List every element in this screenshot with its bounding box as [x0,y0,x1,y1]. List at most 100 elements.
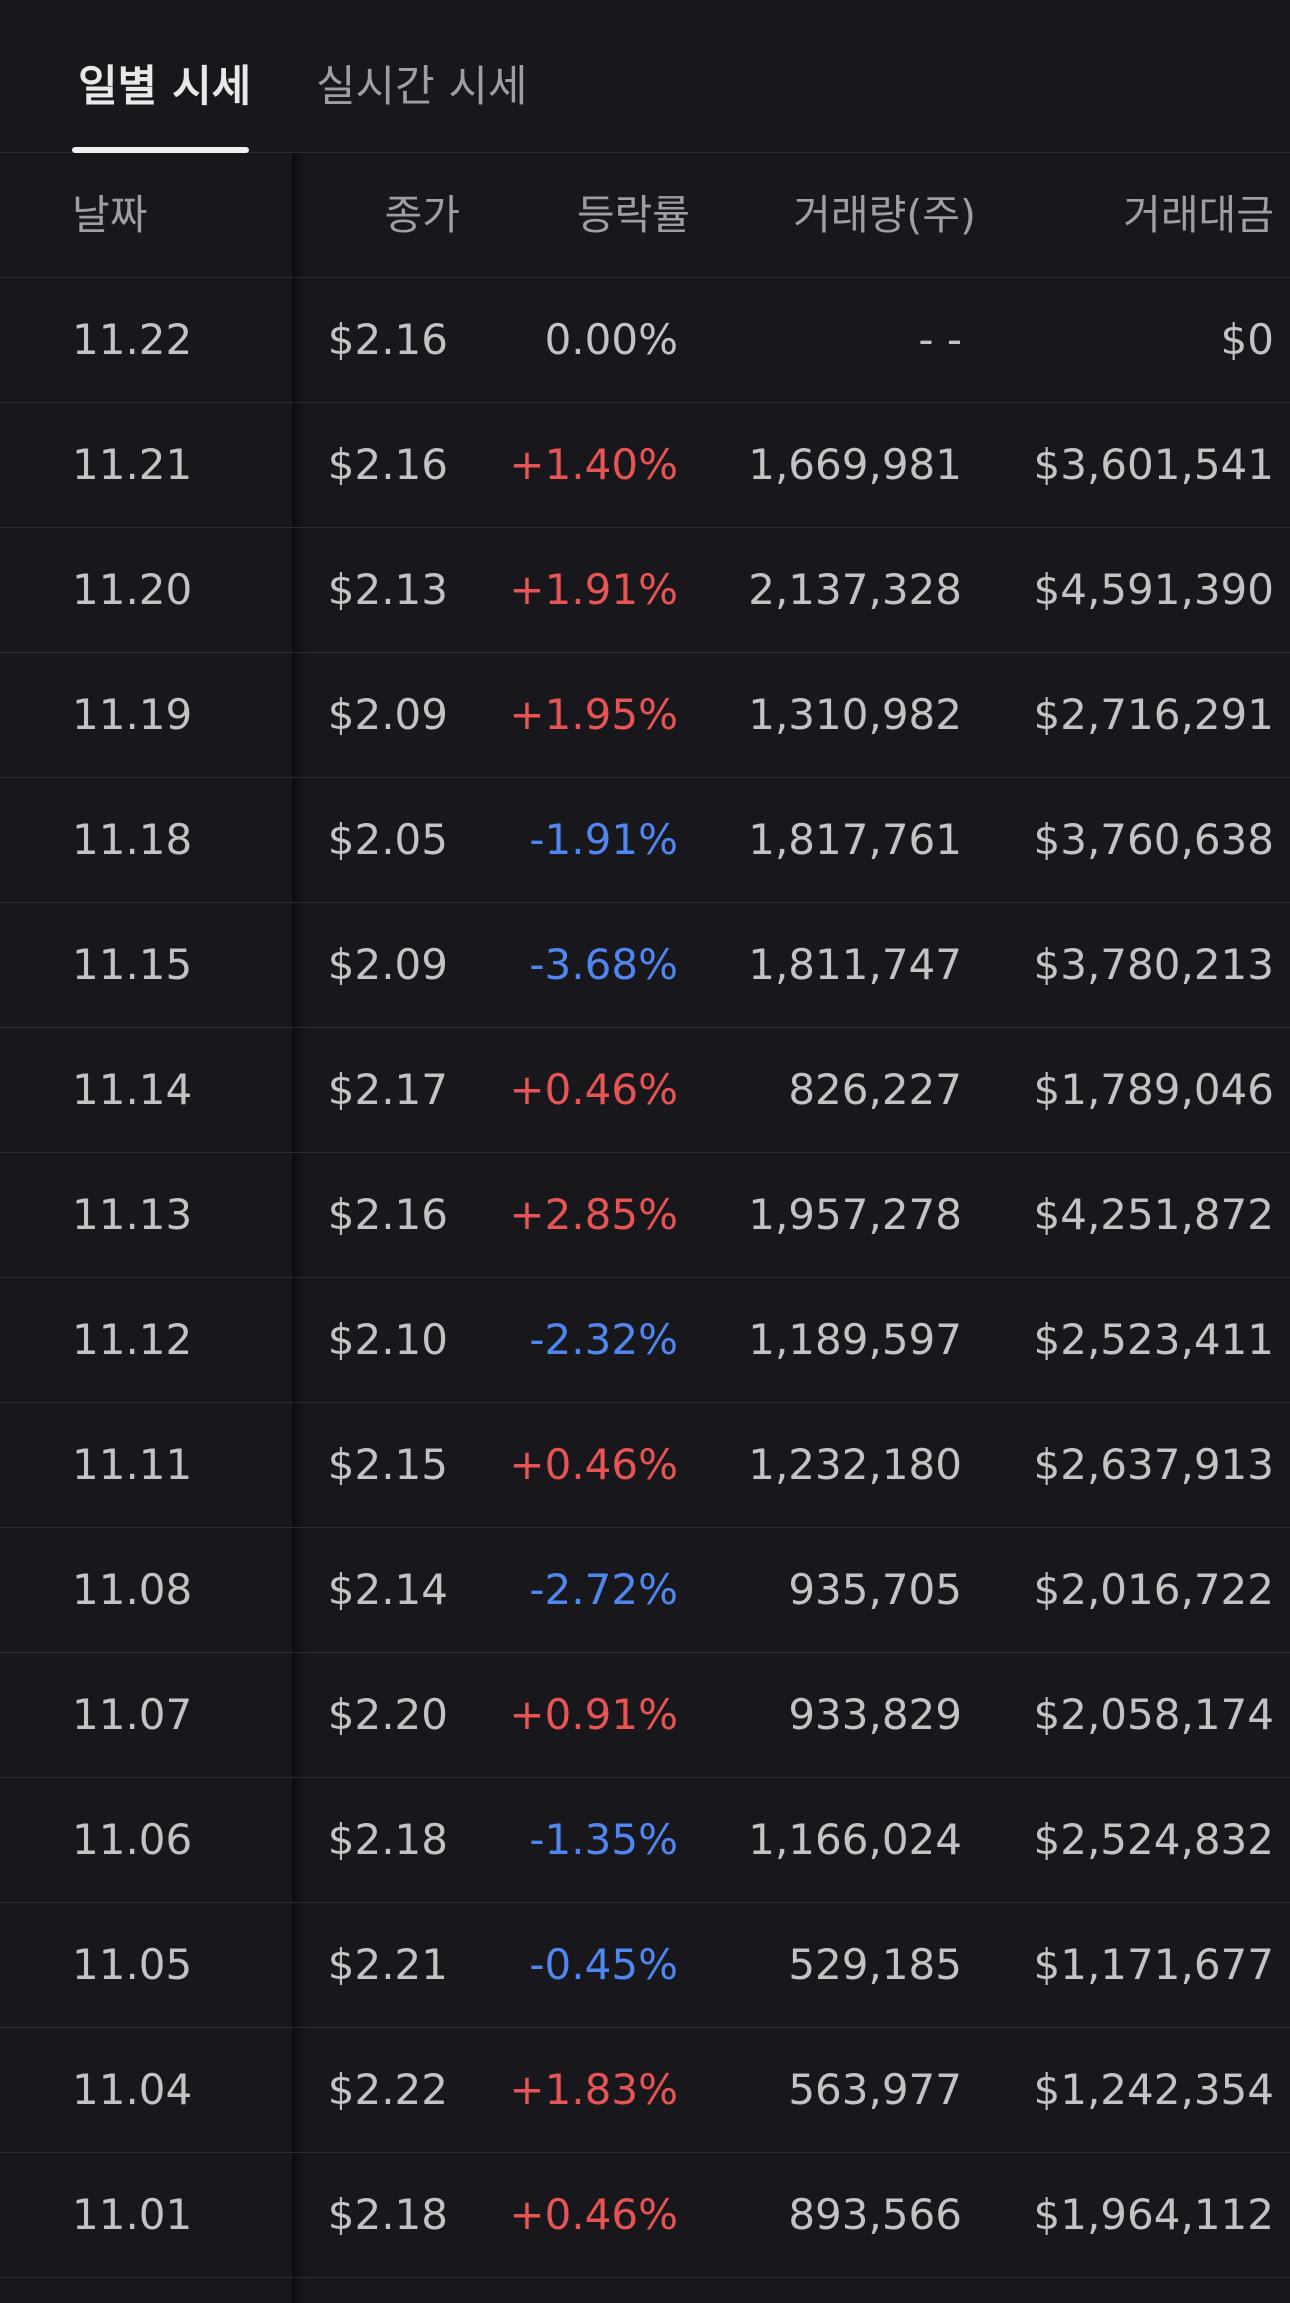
row-close-price: $2.10 [327,1315,448,1364]
row-volume: 1,957,278 [748,1190,962,1239]
row-volume: - - [918,315,962,364]
row-close-price: $2.17 [327,1065,448,1114]
row-volume: 563,977 [788,2065,962,2114]
row-volume: 2,137,328 [748,565,962,614]
row-date: 11.08 [72,1565,193,1614]
row-date: 11.05 [72,1940,193,1989]
row-change-rate: -1.91% [529,815,678,864]
row-volume: 1,669,981 [748,440,962,489]
row-change-rate: +2.85% [509,1190,678,1239]
row-close-price: $2.13 [327,565,448,614]
row-trade-value: $3,601,541 [1033,440,1274,489]
table-row[interactable]: 11.12 $2.10 -2.32% 1,189,597 $2,523,411 [0,1278,1290,1403]
row-close-price: $2.16 [327,1190,448,1239]
row-trade-value: $2,058,174 [1033,1690,1274,1739]
row-close-price: $2.15 [327,1440,448,1489]
row-volume: 1,232,180 [748,1440,962,1489]
daily-price-table: 날짜 종가 등락률 거래량(주) 거래대금 11.22 $2.16 0.00% - -… [0,153,1290,2303]
row-date: 11.22 [72,315,193,364]
tab-realtime-prices[interactable]: 실시간 시세 [316,62,528,112]
row-volume: 893,566 [788,2190,962,2239]
row-volume: 529,185 [788,1940,962,1989]
row-change-rate: -0.45% [529,1940,678,1989]
row-volume: 1,310,982 [748,690,962,739]
header-close: 종가 [384,191,460,239]
row-trade-value: $0 [1220,315,1274,364]
row-date: 11.18 [72,815,193,864]
row-trade-value: $2,637,913 [1033,1440,1274,1489]
row-trade-value: $1,964,112 [1033,2190,1274,2239]
header-change: 등락률 [576,191,690,239]
table-row[interactable]: 11.01 $2.18 +0.46% 893,566 $1,964,112 [0,2153,1290,2278]
row-change-rate: 0.00% [544,315,678,364]
row-change-rate: +0.46% [509,2190,678,2239]
row-change-rate: -2.32% [529,1315,678,1364]
row-volume: 826,227 [788,1065,962,1114]
table-row[interactable]: 11.14 $2.17 +0.46% 826,227 $1,789,046 [0,1028,1290,1153]
row-change-rate: +1.91% [509,565,678,614]
price-tabs: 일별 시세 실시간 시세 [0,0,1290,153]
table-row[interactable]: 11.18 $2.05 -1.91% 1,817,761 $3,760,638 [0,778,1290,903]
row-close-price: $2.16 [327,315,448,364]
row-change-rate: +0.46% [509,1440,678,1489]
row-trade-value: $2,716,291 [1033,690,1274,739]
row-date: 11.01 [72,2190,193,2239]
row-close-price: $2.09 [327,940,448,989]
row-date: 11.14 [72,1065,193,1114]
tab-daily-prices[interactable]: 일별 시세 [78,62,252,112]
row-close-price: $2.05 [327,815,448,864]
active-tab-indicator [72,147,249,153]
row-change-rate: -3.68% [529,940,678,989]
row-date: 11.13 [72,1190,193,1239]
row-close-price: $2.16 [327,440,448,489]
table-row[interactable]: 11.04 $2.22 +1.83% 563,977 $1,242,354 [0,2028,1290,2153]
table-row[interactable]: 11.05 $2.21 -0.45% 529,185 $1,171,677 [0,1903,1290,2028]
row-volume: 1,189,597 [748,1315,962,1364]
row-trade-value: $2,524,832 [1033,1815,1274,1864]
row-date: 11.07 [72,1690,193,1739]
row-date: 11.20 [72,565,193,614]
row-trade-value: $3,780,213 [1033,940,1274,989]
table-row[interactable]: 11.21 $2.16 +1.40% 1,669,981 $3,601,541 [0,403,1290,528]
table-row[interactable]: 11.20 $2.13 +1.91% 2,137,328 $4,591,390 [0,528,1290,653]
row-trade-value: $3,760,638 [1033,815,1274,864]
row-close-price: $2.18 [327,2190,448,2239]
row-date: 11.21 [72,440,193,489]
header-date: 날짜 [72,191,148,239]
header-trade-value: 거래대금 [1123,191,1274,239]
row-close-price: $2.21 [327,1940,448,1989]
row-volume: 935,705 [788,1565,962,1614]
row-change-rate: +1.40% [509,440,678,489]
row-trade-value: $1,242,354 [1033,2065,1274,2114]
row-change-rate: +0.46% [509,1065,678,1114]
table-header: 날짜 종가 등락률 거래량(주) 거래대금 [0,153,1290,278]
table-row[interactable]: 11.19 $2.09 +1.95% 1,310,982 $2,716,291 [0,653,1290,778]
row-change-rate: +1.95% [509,690,678,739]
row-date: 11.12 [72,1315,193,1364]
row-date: 11.15 [72,940,193,989]
row-volume: 1,811,747 [748,940,962,989]
table-row[interactable]: 11.06 $2.18 -1.35% 1,166,024 $2,524,832 [0,1778,1290,1903]
row-volume: 1,166,024 [748,1815,962,1864]
row-close-price: $2.22 [327,2065,448,2114]
table-row[interactable]: 11.13 $2.16 +2.85% 1,957,278 $4,251,872 [0,1153,1290,1278]
row-trade-value: $1,171,677 [1033,1940,1274,1989]
table-row[interactable]: 11.07 $2.20 +0.91% 933,829 $2,058,174 [0,1653,1290,1778]
row-close-price: $2.18 [327,1815,448,1864]
row-date: 11.19 [72,690,193,739]
row-change-rate: -2.72% [529,1565,678,1614]
row-trade-value: $2,523,411 [1033,1315,1274,1364]
table-row[interactable]: 11.08 $2.14 -2.72% 935,705 $2,016,722 [0,1528,1290,1653]
header-volume: 거래량(주) [793,191,976,239]
row-date: 11.06 [72,1815,193,1864]
row-change-rate: +1.83% [509,2065,678,2114]
row-date: 11.11 [72,1440,193,1489]
table-row[interactable]: 11.11 $2.15 +0.46% 1,232,180 $2,637,913 [0,1403,1290,1528]
row-close-price: $2.09 [327,690,448,739]
row-trade-value: $2,016,722 [1033,1565,1274,1614]
row-volume: 933,829 [788,1690,962,1739]
table-row[interactable]: 11.22 $2.16 0.00% - - $0 [0,278,1290,403]
table-row[interactable]: 11.15 $2.09 -3.68% 1,811,747 $3,780,213 [0,903,1290,1028]
row-volume: 1,817,761 [748,815,962,864]
row-change-rate: -1.35% [529,1815,678,1864]
